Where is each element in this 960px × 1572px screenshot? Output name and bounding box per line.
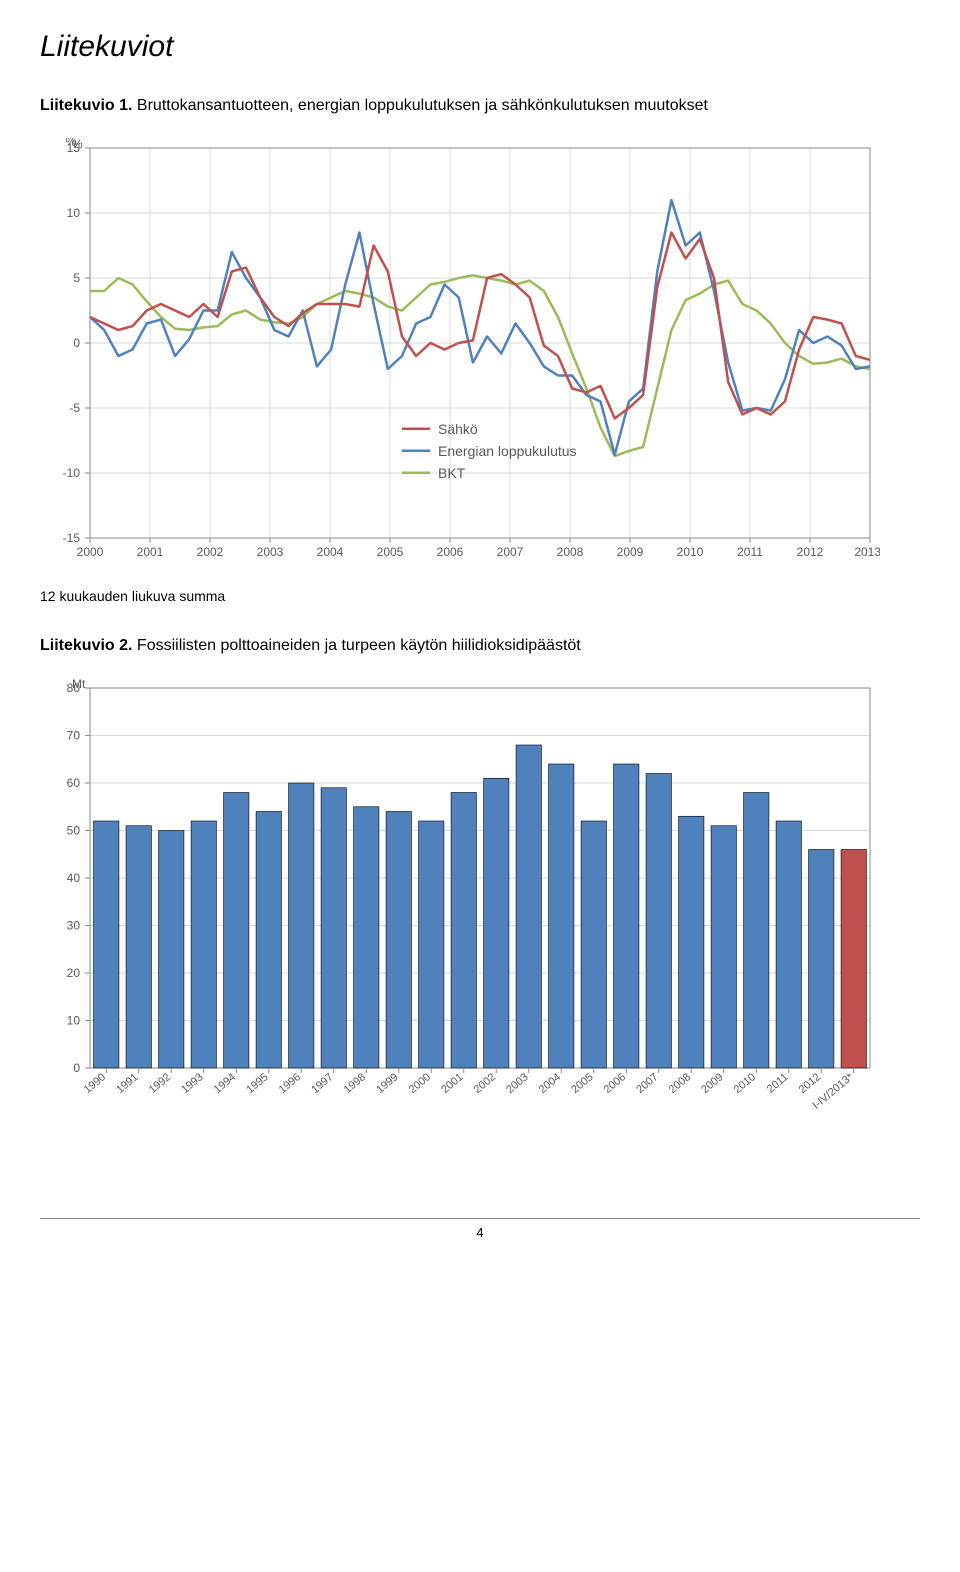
- svg-text:1992: 1992: [147, 1071, 173, 1096]
- svg-text:1994: 1994: [212, 1071, 238, 1096]
- svg-text:1999: 1999: [374, 1071, 400, 1096]
- svg-text:Energian loppukulutus: Energian loppukulutus: [438, 443, 577, 459]
- svg-text:2008: 2008: [557, 545, 584, 559]
- svg-text:10: 10: [67, 206, 81, 220]
- chart2: Mt01020304050607080199019911992199319941…: [40, 678, 920, 1138]
- svg-text:2002: 2002: [197, 545, 224, 559]
- svg-text:1990: 1990: [82, 1071, 108, 1096]
- svg-text:2011: 2011: [765, 1071, 791, 1095]
- chart2-caption: Liitekuvio 2. Fossiilisten polttoaineide…: [40, 634, 920, 658]
- svg-text:2011: 2011: [737, 545, 763, 559]
- svg-text:2004: 2004: [317, 545, 344, 559]
- svg-text:2008: 2008: [667, 1071, 693, 1096]
- svg-text:10: 10: [67, 1014, 81, 1028]
- svg-text:1996: 1996: [277, 1071, 303, 1096]
- svg-text:2006: 2006: [602, 1071, 628, 1096]
- svg-text:-10: -10: [63, 466, 81, 480]
- svg-text:2012: 2012: [797, 1071, 823, 1096]
- svg-text:20: 20: [67, 966, 81, 980]
- svg-text:Sähkö: Sähkö: [438, 421, 478, 437]
- svg-text:2001: 2001: [137, 545, 164, 559]
- svg-text:2005: 2005: [377, 545, 404, 559]
- svg-text:BKT: BKT: [438, 465, 466, 481]
- svg-text:2000: 2000: [77, 545, 104, 559]
- svg-text:-5: -5: [69, 401, 80, 415]
- svg-text:30: 30: [67, 919, 81, 933]
- svg-text:2001: 2001: [439, 1071, 465, 1096]
- svg-text:2013*: 2013*: [854, 545, 880, 559]
- svg-text:2010: 2010: [732, 1071, 758, 1096]
- svg-text:0: 0: [73, 1061, 80, 1075]
- svg-text:40: 40: [67, 871, 81, 885]
- svg-text:50: 50: [67, 824, 81, 838]
- svg-text:-15: -15: [63, 531, 81, 545]
- svg-text:2010: 2010: [677, 545, 704, 559]
- chart2-caption-prefix: Liitekuvio 2.: [40, 637, 132, 654]
- chart1-caption-rest: Bruttokansantuotteen, energian loppukulu…: [132, 97, 708, 114]
- svg-text:1998: 1998: [342, 1071, 368, 1096]
- svg-text:1997: 1997: [309, 1071, 335, 1096]
- svg-text:1995: 1995: [244, 1071, 270, 1096]
- svg-text:%: %: [65, 138, 76, 149]
- chart1-note: 12 kuukauden liukuva summa: [40, 588, 920, 604]
- svg-text:2003: 2003: [257, 545, 284, 559]
- chart2-caption-rest: Fossiilisten polttoaineiden ja turpeen k…: [132, 637, 580, 654]
- svg-text:2009: 2009: [699, 1071, 725, 1096]
- svg-text:2003: 2003: [504, 1071, 530, 1096]
- chart1-caption-prefix: Liitekuvio 1.: [40, 97, 132, 114]
- svg-text:2006: 2006: [437, 545, 464, 559]
- svg-text:2012: 2012: [797, 545, 824, 559]
- svg-text:2009: 2009: [617, 545, 644, 559]
- svg-text:0: 0: [73, 336, 80, 350]
- svg-text:2002: 2002: [472, 1071, 498, 1096]
- chart1-caption: Liitekuvio 1. Bruttokansantuotteen, ener…: [40, 94, 920, 118]
- svg-text:70: 70: [67, 729, 81, 743]
- svg-text:2005: 2005: [569, 1071, 595, 1096]
- svg-text:2007: 2007: [497, 545, 524, 559]
- svg-text:5: 5: [73, 271, 80, 285]
- svg-text:1991: 1991: [114, 1071, 140, 1096]
- svg-text:80: 80: [67, 681, 81, 695]
- page-title: Liitekuviot: [40, 30, 920, 64]
- svg-text:2007: 2007: [634, 1071, 660, 1096]
- svg-text:2004: 2004: [537, 1071, 563, 1096]
- svg-text:2000: 2000: [407, 1071, 433, 1096]
- chart1: %-15-10-50510152000200120022003200420052…: [40, 138, 920, 568]
- svg-text:1993: 1993: [179, 1071, 205, 1096]
- page-number: 4: [476, 1225, 483, 1240]
- svg-text:60: 60: [67, 776, 81, 790]
- page-footer: 4: [40, 1218, 920, 1240]
